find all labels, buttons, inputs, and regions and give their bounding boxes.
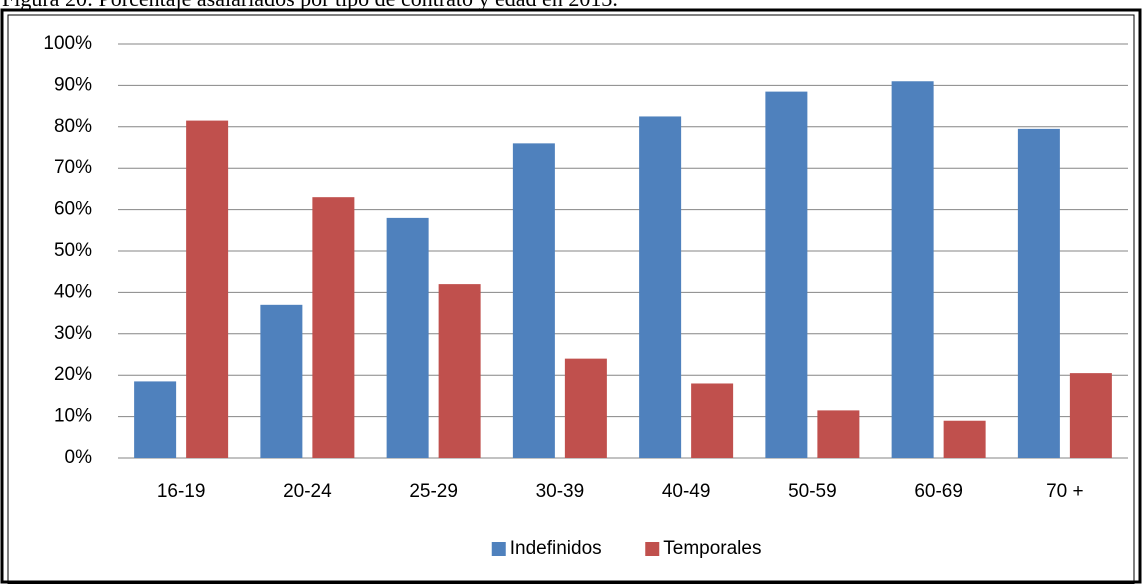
y-tick-label: 10%: [54, 406, 92, 427]
y-tick-label: 80%: [54, 116, 92, 137]
bar: [438, 284, 481, 458]
bar: [639, 116, 682, 458]
x-tick-label: 25-29: [409, 481, 458, 502]
x-tick-label: 20-24: [283, 481, 332, 502]
bar: [891, 81, 934, 458]
x-tick-label: 50-59: [788, 481, 837, 502]
x-tick-label: 40-49: [662, 481, 711, 502]
legend-swatch: [645, 542, 660, 556]
bar: [691, 383, 734, 458]
frame: [0, 8, 1142, 584]
bar: [186, 120, 229, 458]
y-tick-label: 0%: [65, 447, 93, 468]
y-tick-label: 30%: [54, 323, 92, 344]
bar: [512, 143, 555, 459]
y-tick-label: 90%: [54, 74, 92, 95]
y-tick-label: 70%: [54, 157, 92, 178]
y-tick-label: 100%: [43, 33, 92, 54]
bar: [312, 197, 355, 458]
x-tick-label: 16-19: [157, 481, 206, 502]
y-tick-label: 20%: [54, 364, 92, 385]
inner-frame: [7, 14, 1135, 584]
legend-label: Indefinidos: [510, 538, 602, 559]
x-tick-label: 70 +: [1046, 481, 1084, 502]
bar: [1069, 373, 1112, 458]
bar: [1017, 128, 1060, 458]
x-tick-label: 60-69: [914, 481, 963, 502]
legend-swatch: [491, 542, 506, 556]
bar: [260, 304, 303, 458]
y-tick-label: 40%: [54, 281, 92, 302]
x-tick-label: 30-39: [536, 481, 585, 502]
legend-label: Temporales: [663, 538, 761, 559]
y-tick-label: 50%: [54, 240, 92, 261]
bar: [386, 217, 429, 458]
bar: [817, 410, 860, 458]
y-tick-label: 60%: [54, 199, 92, 220]
bar: [765, 91, 808, 459]
chart-title: Figura 20: Porcentaje asalariados por ti…: [2, 0, 618, 11]
bar: [943, 420, 986, 458]
bar: [134, 381, 177, 458]
bar: [564, 358, 607, 458]
